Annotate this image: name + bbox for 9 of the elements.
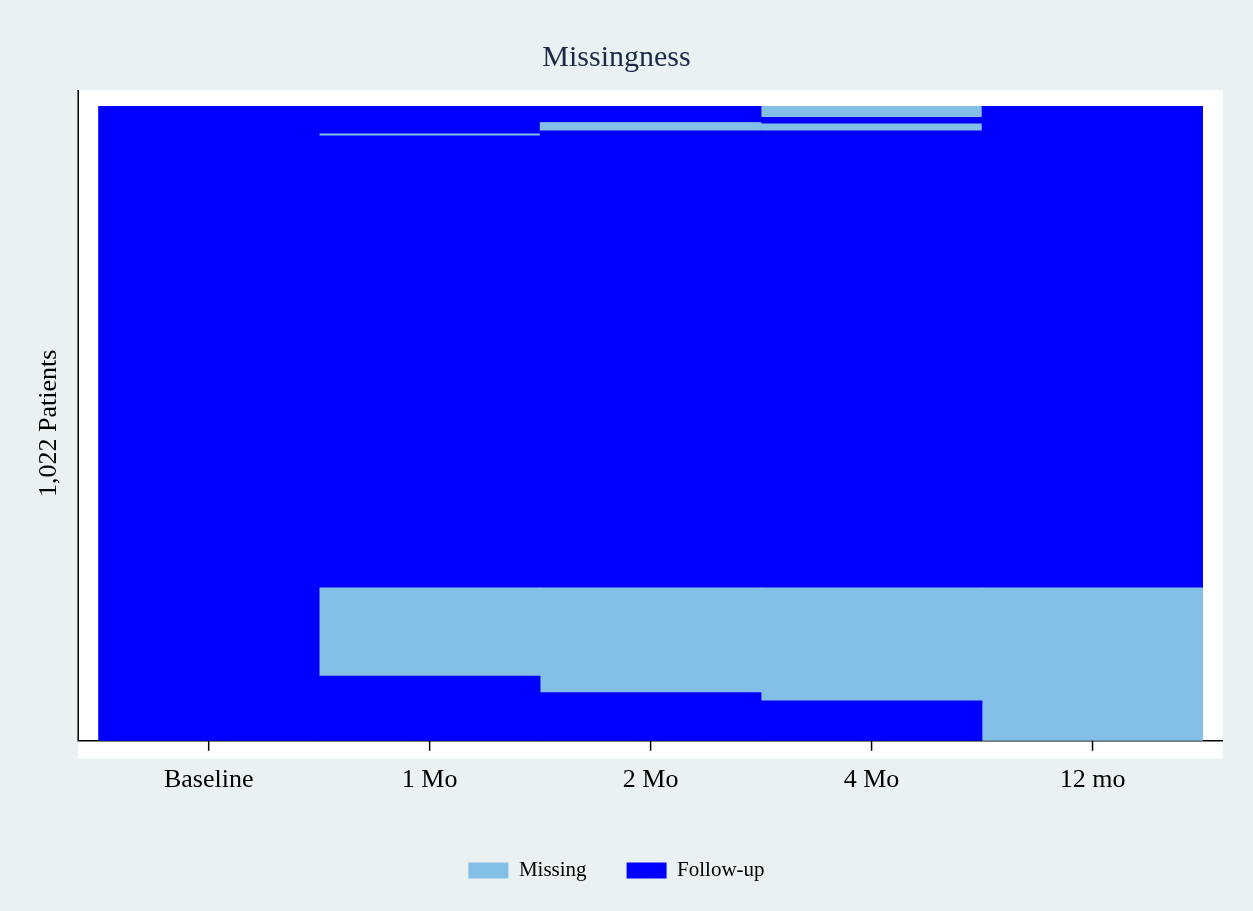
- y-axis-title: 1,022 Patients: [33, 349, 63, 498]
- x-tick-label: 12 mo: [1059, 764, 1126, 794]
- legend-label: Follow-up: [677, 857, 765, 882]
- x-tick-label: 4 Mo: [843, 764, 900, 794]
- chart-title: Missingness: [542, 38, 691, 72]
- x-tick-label: 2 Mo: [622, 764, 679, 794]
- legend-label: Missing: [518, 857, 588, 882]
- x-tick-label: 1 Mo: [401, 764, 458, 794]
- x-tick-label: Baseline: [163, 764, 254, 794]
